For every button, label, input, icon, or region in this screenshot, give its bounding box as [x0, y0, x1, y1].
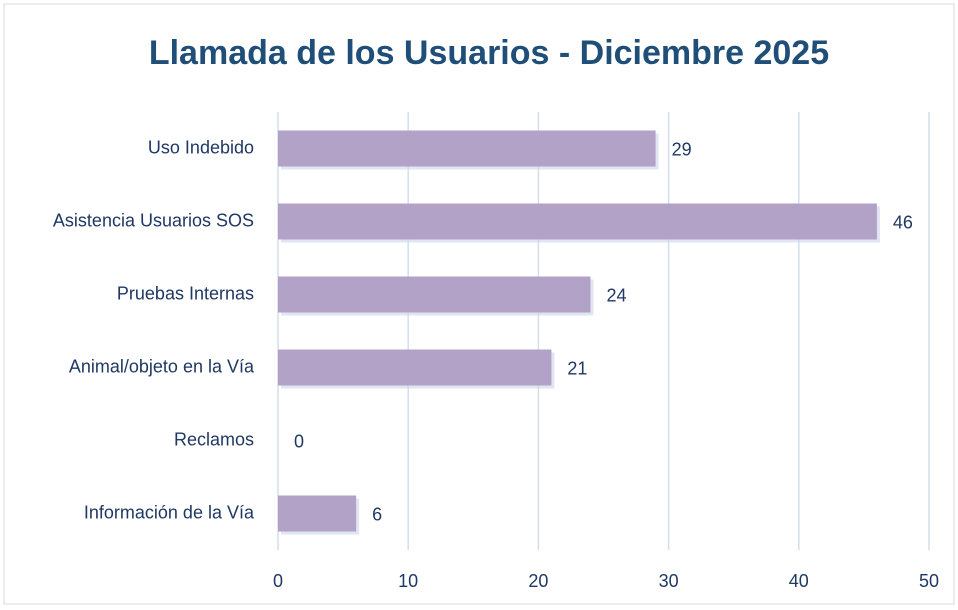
y-tick-label: Uso Indebido	[148, 137, 254, 157]
bar	[278, 276, 591, 313]
y-tick-label: Asistencia Usuarios SOS	[53, 210, 254, 230]
x-tick-label: 30	[659, 571, 679, 591]
data-label: 6	[372, 504, 382, 524]
data-label: 29	[672, 139, 692, 159]
y-tick-label: Reclamos	[174, 429, 254, 449]
bar	[278, 495, 357, 532]
x-tick-label: 0	[273, 571, 283, 591]
x-tick-label: 40	[789, 571, 809, 591]
y-tick-label: Pruebas Internas	[117, 283, 254, 303]
data-label: 24	[606, 285, 626, 305]
bar	[278, 130, 656, 167]
data-label: 0	[294, 431, 304, 451]
bar	[278, 349, 552, 386]
bar	[278, 203, 877, 240]
y-tick-label: Información de la Vía	[84, 502, 255, 522]
chart-title: Llamada de los Usuarios - Diciembre 2025	[149, 34, 829, 72]
x-tick-label: 10	[398, 571, 418, 591]
x-tick-label: 20	[528, 571, 548, 591]
data-label: 46	[893, 212, 913, 232]
data-label: 21	[567, 358, 587, 378]
x-tick-label: 50	[919, 571, 939, 591]
y-tick-label: Animal/objeto en la Vía	[69, 356, 255, 376]
